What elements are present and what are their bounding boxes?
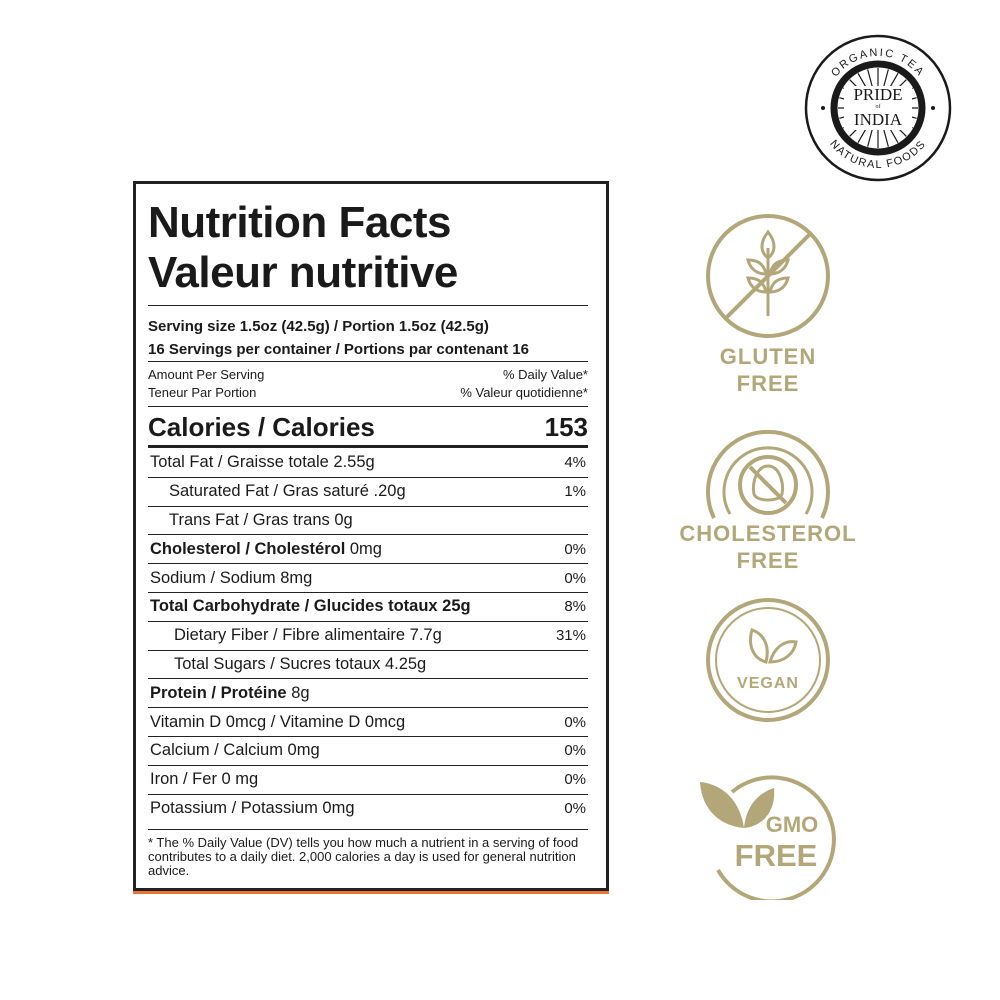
divider [148, 406, 588, 407]
nutrient-daily-value: 1% [564, 483, 586, 501]
calories-value: 153 [544, 412, 588, 442]
cholesterol-free-text: CHOLESTEROL FREE [679, 521, 857, 573]
divider [148, 361, 588, 362]
nutrient-name: Protein / Protéine 8g [150, 683, 310, 702]
nutrient-name: Total Carbohydrate / Glucides totaux 25g [150, 597, 471, 616]
nutrient-daily-value: 0% [564, 540, 586, 558]
label-title: Nutrition Facts Valeur nutritive [148, 198, 588, 298]
gluten-free-icon [706, 214, 830, 338]
nutrient-name: Sodium / Sodium 8mg [150, 568, 313, 587]
nutrient-row: Protein / Protéine 8g [148, 679, 588, 709]
nutrient-daily-value: 4% [564, 454, 586, 472]
nutrient-name: Total Sugars / Sucres totaux 4.25g [174, 654, 427, 673]
nutrient-row: Iron / Fer 0 mg 0% [148, 766, 588, 795]
gluten-free-text: GLUTEN FREE [719, 344, 817, 396]
vegan-icon: VEGAN [706, 598, 830, 722]
nutrient-daily-value: 8% [564, 598, 586, 616]
nutrient-row: Total Fat / Graisse totale 2.55g 4% [148, 449, 588, 478]
nutrient-name: Trans Fat / Gras trans 0g [169, 510, 353, 529]
nutrient-daily-value: 0% [564, 742, 586, 760]
nutrient-name: Calcium / Calcium 0mg [150, 741, 320, 760]
nutrient-name: Saturated Fat / Gras saturé .20g [169, 482, 406, 501]
nutrient-name: Total Fat / Graisse totale 2.55g [150, 453, 375, 472]
calories-row: Calories / Calories 153 [148, 412, 588, 442]
thick-divider [148, 445, 588, 448]
logo-pride: PRIDE [853, 85, 902, 104]
nutrient-row: Total Carbohydrate / Glucides totaux 25g… [148, 593, 588, 622]
nutrient-name: Iron / Fer 0 mg [150, 770, 259, 789]
nutrition-facts-label: Nutrition Facts Valeur nutritive Serving… [133, 181, 609, 891]
nutrient-name: Vitamin D 0mcg / Vitamine D 0mcg [150, 712, 406, 731]
nutrient-row: Saturated Fat / Gras saturé .20g 1% [148, 478, 588, 507]
nutrient-daily-value: 0% [564, 713, 586, 731]
nutrient-row: Sodium / Sodium 8mg 0% [148, 564, 588, 593]
nutrient-row: Dietary Fiber / Fibre alimentaire 7.7g 31… [148, 622, 588, 651]
logo-india: INDIA [854, 110, 903, 129]
nutrient-row: Cholesterol / Cholestérol 0mg 0% [148, 535, 588, 565]
gmo-text: GMO [766, 812, 819, 837]
calories-label: Calories / Calories [148, 412, 375, 442]
gmo-free-text: FREE [735, 838, 818, 873]
nutrient-name: Dietary Fiber / Fibre alimentaire 7.7g [174, 626, 442, 645]
divider [148, 305, 588, 306]
teneur-par-portion: Teneur Par Portion [148, 385, 257, 400]
daily-value-header: % Daily Value* [502, 367, 588, 382]
amount-per-serving: Amount Per Serving [148, 367, 265, 382]
divider [148, 829, 588, 830]
nutrient-row: Potassium / Potassium 0mg 0% [148, 795, 588, 824]
vegan-text: VEGAN [737, 675, 799, 692]
nutrient-row: Calcium / Calcium 0mg 0% [148, 737, 588, 766]
nutrient-name: Cholesterol / Cholestérol 0mg [150, 539, 382, 558]
logo-of: of [876, 103, 881, 110]
amount-header: Amount Per Serving Teneur Par Portion % D… [148, 366, 588, 402]
nutrient-row: Trans Fat / Gras trans 0g [148, 507, 588, 536]
nutrient-name: Potassium / Potassium 0mg [150, 799, 355, 818]
nutrient-row: Total Sugars / Sucres totaux 4.25g [148, 651, 588, 680]
nutrient-daily-value: 0% [564, 800, 586, 818]
cholesterol-free-icon [706, 429, 830, 519]
nutrient-daily-value: 0% [564, 569, 586, 587]
serving-info: Serving size 1.5oz (42.5g) / Portion 1.5… [148, 315, 588, 361]
pride-of-india-logo: ORGANIC TEA NATURAL FOODS PRIDE of INDIA [804, 34, 952, 182]
nutrient-daily-value: 0% [564, 771, 586, 789]
title-en: Nutrition Facts [148, 198, 451, 247]
nutrient-rows: Total Fat / Graisse totale 2.55g 4% Satura… [148, 449, 588, 823]
nutrient-daily-value: 31% [555, 627, 586, 645]
valeur-quotidienne-header: % Valeur quotidienne* [460, 385, 588, 400]
title-fr: Valeur nutritive [148, 248, 458, 297]
nutrient-row: Vitamin D 0mcg / Vitamine D 0mcg 0% [148, 708, 588, 737]
servings-per-container: 16 Servings per container / Portions par… [148, 341, 529, 358]
serving-size: Serving size 1.5oz (42.5g) / Portion 1.5… [148, 318, 489, 335]
gmo-free-icon: GMO FREE [700, 775, 836, 900]
footnote: * The % Daily Value (DV) tells you how m… [148, 835, 579, 878]
